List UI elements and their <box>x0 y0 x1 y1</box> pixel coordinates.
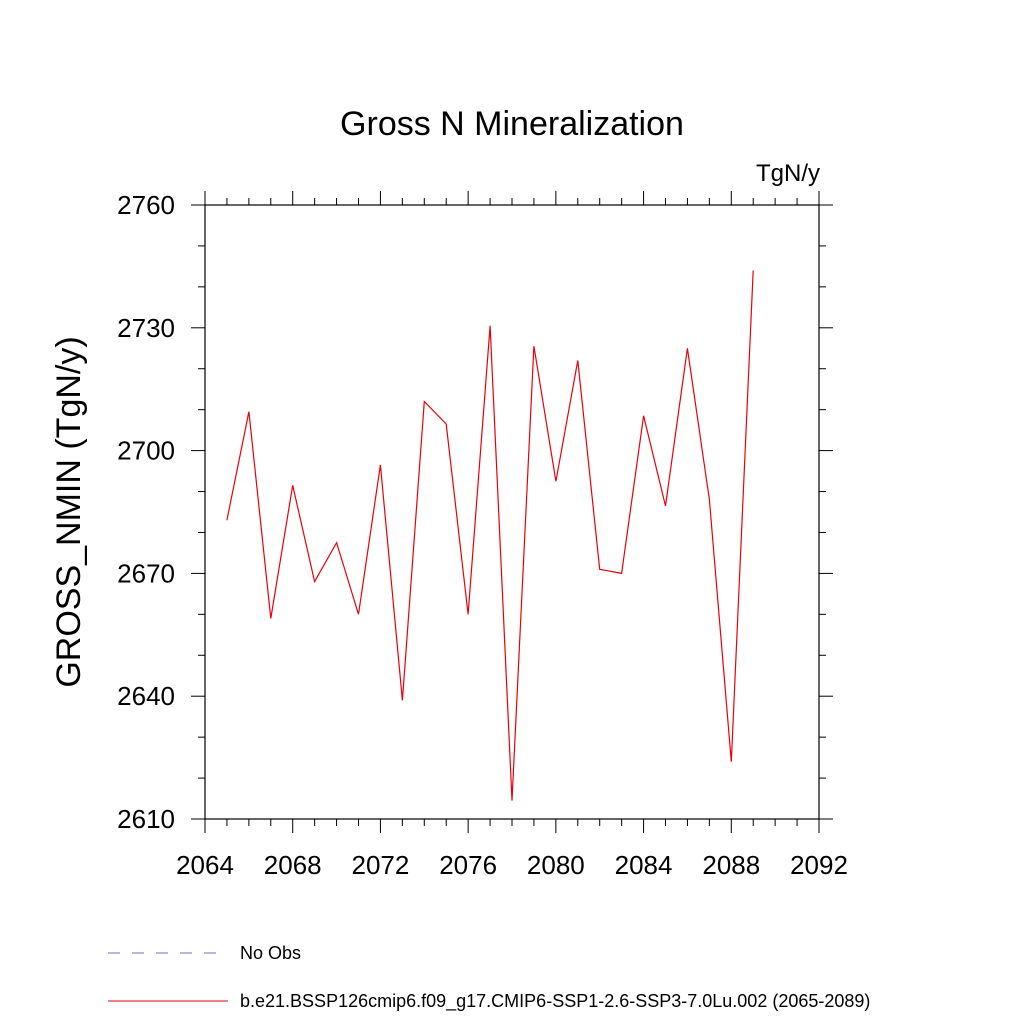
axis-ticks <box>191 191 833 833</box>
y-tick-label: 2670 <box>117 558 175 588</box>
x-tick-label: 2088 <box>702 850 760 880</box>
units-label: TgN/y <box>756 160 820 187</box>
x-tick-label: 2068 <box>264 850 322 880</box>
legend-series-label: b.e21.BSSP126cmip6.f09_g17.CMIP6-SSP1-2.… <box>240 991 870 1012</box>
x-tick-label: 2064 <box>176 850 234 880</box>
y-tick-label: 2730 <box>117 313 175 343</box>
y-tick-label: 2760 <box>117 190 175 220</box>
y-tick-label: 2700 <box>117 436 175 466</box>
x-tick-label: 2076 <box>439 850 497 880</box>
x-tick-label: 2080 <box>527 850 585 880</box>
axis-tick-labels: 2064 2068 2072 2076 2080 2084 2088 2092 2610 2640… <box>117 190 848 880</box>
legend-no-obs-label: No Obs <box>240 943 301 963</box>
series-line <box>226 270 754 801</box>
y-tick-label: 2610 <box>117 804 175 834</box>
x-tick-label: 2072 <box>352 850 410 880</box>
x-tick-label: 2084 <box>615 850 673 880</box>
chart-title: Gross N Mineralization <box>340 105 684 143</box>
plot-frame <box>204 204 820 820</box>
x-tick-label: 2092 <box>790 850 848 880</box>
y-axis-label: GROSS_NMIN (TgN/y) <box>50 336 88 687</box>
y-tick-label: 2640 <box>117 681 175 711</box>
